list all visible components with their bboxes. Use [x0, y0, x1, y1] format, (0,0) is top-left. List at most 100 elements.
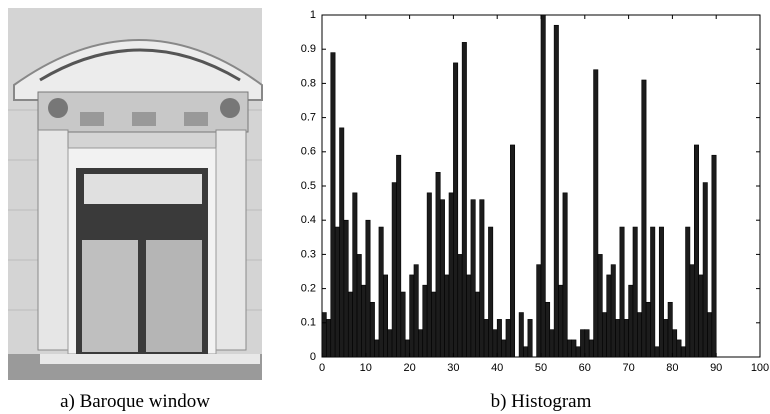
- bar: [496, 319, 502, 358]
- bar: [663, 319, 669, 358]
- bar: [418, 329, 424, 358]
- bar: [326, 319, 332, 358]
- bar: [330, 52, 336, 358]
- bar: [400, 291, 406, 358]
- bar: [641, 79, 647, 358]
- bar: [685, 226, 691, 358]
- bar: [540, 14, 546, 358]
- bar: [610, 264, 616, 358]
- y-tick-label: 0.4: [301, 214, 316, 226]
- bar: [571, 339, 577, 358]
- bar: [698, 274, 704, 358]
- bar: [474, 291, 480, 358]
- bar: [536, 264, 542, 358]
- bar: [470, 199, 476, 358]
- bar: [549, 329, 555, 358]
- x-tick-label: 90: [710, 362, 722, 374]
- bar: [334, 226, 340, 358]
- bar: [711, 154, 717, 358]
- bar: [431, 291, 437, 358]
- bar: [606, 274, 612, 358]
- bar: [439, 199, 445, 358]
- bar: [492, 329, 498, 358]
- bar: [628, 284, 634, 358]
- bar: [676, 339, 682, 358]
- bar: [584, 329, 590, 358]
- x-tick-label: 0: [319, 362, 325, 374]
- bar: [413, 264, 419, 358]
- bar: [488, 226, 494, 358]
- bar: [483, 319, 489, 358]
- bar: [672, 329, 678, 358]
- bar: [667, 301, 673, 358]
- bar: [588, 339, 594, 358]
- bar: [435, 172, 441, 358]
- bar: [510, 144, 516, 358]
- bar: [466, 274, 472, 358]
- bar: [422, 284, 428, 358]
- bar: [369, 301, 375, 358]
- x-tick-label: 80: [666, 362, 678, 374]
- bar: [527, 319, 533, 358]
- bar: [650, 226, 656, 358]
- bar: [426, 192, 432, 358]
- bar: [523, 346, 529, 358]
- bar: [580, 329, 586, 358]
- bar: [444, 274, 450, 358]
- y-tick-label: 0.9: [301, 43, 316, 55]
- x-tick-label: 50: [535, 362, 547, 374]
- bar: [378, 226, 384, 358]
- bar: [343, 219, 349, 358]
- bar: [689, 264, 695, 358]
- bar: [479, 199, 485, 358]
- bar: [645, 301, 651, 358]
- y-tick-label: 0.5: [301, 180, 316, 192]
- bar: [619, 226, 625, 358]
- x-tick-label: 40: [491, 362, 503, 374]
- x-tick-label: 10: [360, 362, 372, 374]
- y-tick-label: 0.7: [301, 112, 316, 124]
- y-tick-label: 0.2: [301, 283, 316, 295]
- x-tick-label: 100: [751, 362, 769, 374]
- bar: [321, 312, 327, 358]
- bar: [680, 346, 686, 358]
- bar: [387, 329, 393, 358]
- y-tick-label: 0.1: [301, 317, 316, 329]
- bar: [654, 346, 660, 358]
- bar: [374, 339, 380, 358]
- bar: [545, 301, 551, 358]
- bar: [501, 339, 507, 358]
- x-tick-label: 60: [579, 362, 591, 374]
- bar: [356, 254, 362, 358]
- y-tick-label: 0.8: [301, 77, 316, 89]
- bar: [383, 274, 389, 358]
- bar: [347, 291, 353, 358]
- photo: [8, 8, 263, 380]
- bar: [391, 182, 397, 358]
- chart-caption: b) Histogram: [491, 391, 592, 412]
- bar: [658, 226, 664, 358]
- bar: [404, 339, 410, 358]
- x-tick-label: 30: [447, 362, 459, 374]
- bar: [602, 312, 608, 358]
- bar: [562, 192, 568, 358]
- bar: [566, 339, 572, 358]
- bar: [448, 192, 454, 358]
- bar: [597, 254, 603, 358]
- image-caption: a) Baroque window: [60, 391, 210, 412]
- bar: [339, 127, 345, 358]
- x-tick-label: 20: [403, 362, 415, 374]
- bar: [623, 319, 629, 358]
- y-tick-label: 0.6: [301, 146, 316, 158]
- bar: [457, 254, 463, 358]
- bar: [593, 69, 599, 358]
- bar: [461, 42, 467, 358]
- y-tick-label: 1: [310, 9, 316, 21]
- bar: [693, 144, 699, 358]
- y-tick-label: 0: [310, 351, 316, 363]
- bar: [575, 346, 581, 358]
- x-tick-label: 70: [622, 362, 634, 374]
- bar: [637, 312, 643, 358]
- bar: [361, 284, 367, 358]
